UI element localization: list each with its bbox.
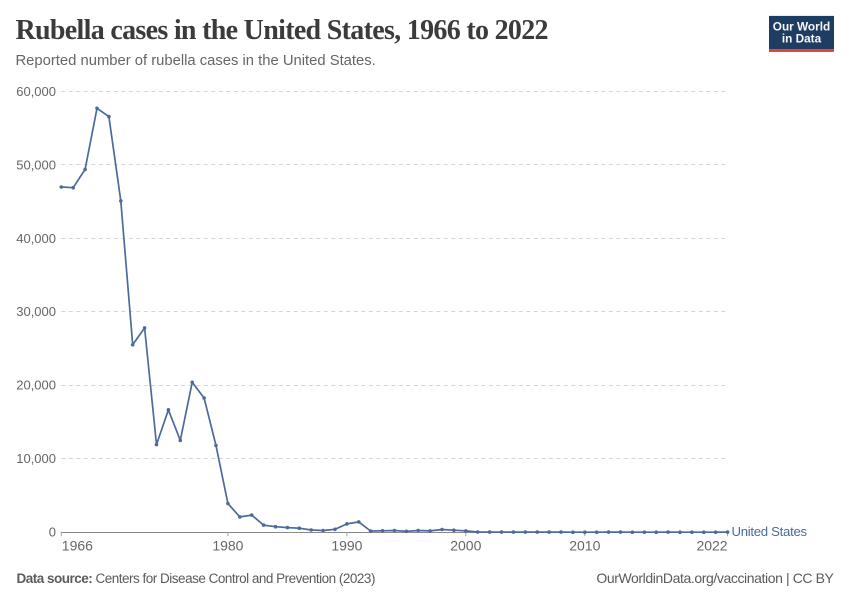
svg-text:2000: 2000 [450,538,481,554]
svg-text:1966: 1966 [62,538,93,554]
svg-text:Our World: Our World [773,20,830,34]
svg-text:Data source: Centers for Disea: Data source: Centers for Disease Control… [17,571,375,586]
svg-text:United States: United States [732,524,808,539]
svg-text:1990: 1990 [331,538,362,554]
svg-text:1980: 1980 [212,538,243,554]
svg-text:50,000: 50,000 [16,157,56,172]
svg-text:10,000: 10,000 [16,451,56,466]
svg-text:OurWorldinData.org/vaccination: OurWorldinData.org/vaccination | CC BY [596,570,834,586]
svg-text:in Data: in Data [782,32,822,46]
svg-text:Reported number of rubella cas: Reported number of rubella cases in the … [16,53,376,69]
svg-text:2010: 2010 [569,538,600,554]
svg-text:20,000: 20,000 [16,378,56,393]
svg-text:60,000: 60,000 [16,84,56,99]
svg-text:2022: 2022 [696,538,727,554]
svg-text:30,000: 30,000 [16,304,56,319]
svg-text:40,000: 40,000 [16,231,56,246]
svg-text:0: 0 [49,525,56,540]
svg-text:Rubella cases in the United St: Rubella cases in the United States, 1966… [16,15,548,46]
